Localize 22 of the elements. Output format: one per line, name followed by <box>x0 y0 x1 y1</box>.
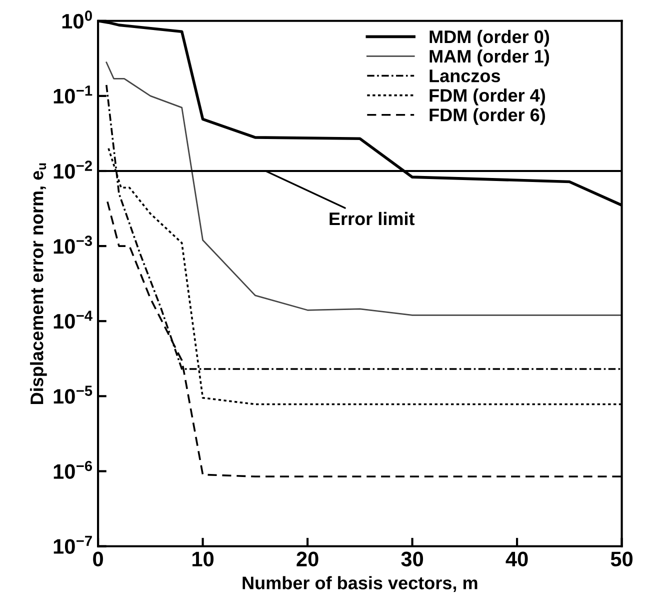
x-tick-label: 20 <box>296 552 318 566</box>
y-tick-label: 10$^{−7}$ <box>54 536 92 554</box>
x-tick-label: 10 <box>192 552 214 566</box>
x-tick-label: 30 <box>401 552 424 566</box>
y-tick-label: 10$^{−6}$ <box>54 460 92 479</box>
legend-label: MAM (order 1) <box>430 49 550 66</box>
ref-line-label: Error limit <box>330 212 415 226</box>
y-tick-label: 10$^{0}$ <box>62 10 92 29</box>
x-axis-title: Number of basis vectors, m <box>242 576 478 592</box>
x-tick-label: 40 <box>506 552 528 566</box>
legend-label: FDM (order 6) <box>430 108 545 125</box>
legend-label: Lanczos <box>430 70 500 82</box>
legend-label: MDM (order 0) <box>430 30 550 47</box>
y-tick-label: 10$^{−5}$ <box>54 386 92 404</box>
x-tick-label: 0 <box>93 552 103 566</box>
y-tick-label: 10$^{−1}$ <box>54 86 92 104</box>
y-tick-label: 10$^{−2}$ <box>54 160 92 179</box>
legend-label: FDM (order 4) <box>430 88 545 106</box>
y-axis-title: Displacement error norm, e$_{u}$ <box>30 163 47 404</box>
y-tick-label: 10$^{−4}$ <box>54 310 92 329</box>
y-tick-label: 10$^{−3}$ <box>54 236 92 254</box>
x-tick-label: 50 <box>610 552 633 566</box>
